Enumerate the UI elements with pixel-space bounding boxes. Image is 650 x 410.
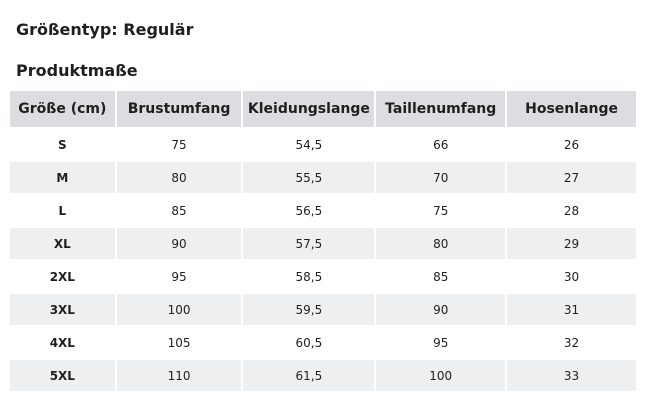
table-row: L 85 56,5 75 28 bbox=[10, 195, 636, 226]
waist-cell: 80 bbox=[376, 228, 506, 259]
chest-cell: 90 bbox=[116, 228, 242, 259]
size-cell: 4XL bbox=[49, 335, 75, 350]
section-title: Produktmaße bbox=[16, 61, 138, 80]
pants-length-cell: 26 bbox=[563, 137, 580, 152]
waist-cell: 90 bbox=[376, 294, 506, 325]
chest-cell: 85 bbox=[171, 203, 187, 218]
table-row: 3XL 100 59,5 90 31 bbox=[10, 294, 636, 325]
garment-length-cell: 58,5 bbox=[295, 269, 323, 284]
waist-cell: 66 bbox=[433, 137, 449, 152]
chest-cell: 110 bbox=[116, 360, 242, 391]
waist-cell: 85 bbox=[433, 269, 449, 284]
header-chest: Brustumfang bbox=[116, 91, 242, 127]
waist-cell: 75 bbox=[433, 203, 449, 218]
waist-cell: 95 bbox=[433, 335, 449, 350]
chest-cell: 105 bbox=[167, 335, 191, 350]
size-cell: 5XL bbox=[10, 360, 115, 391]
table-row: XL 90 57,5 80 29 bbox=[10, 228, 636, 259]
size-table: Größe (cm) Brustumfang Kleidungslange Ta… bbox=[8, 89, 638, 393]
pants-length-cell: 28 bbox=[563, 203, 580, 218]
header-size: Größe (cm) bbox=[10, 91, 115, 127]
header-garment-length: Kleidungslange bbox=[243, 91, 375, 127]
pants-length-cell: 30 bbox=[563, 269, 580, 284]
table-row: 5XL 110 61,5 100 33 bbox=[10, 360, 636, 391]
pants-length-cell: 29 bbox=[507, 228, 636, 259]
pants-length-cell: 27 bbox=[507, 162, 636, 193]
waist-cell: 70 bbox=[376, 162, 506, 193]
table-row: 4XL 105 60,5 95 32 bbox=[10, 327, 636, 358]
chest-cell: 100 bbox=[116, 294, 242, 325]
garment-length-cell: 56,5 bbox=[295, 203, 323, 218]
size-cell: S bbox=[58, 137, 67, 152]
size-cell: 3XL bbox=[10, 294, 115, 325]
garment-length-cell: 55,5 bbox=[243, 162, 375, 193]
table-row: M 80 55,5 70 27 bbox=[10, 162, 636, 193]
garment-length-cell: 60,5 bbox=[295, 335, 323, 350]
chest-cell: 80 bbox=[116, 162, 242, 193]
size-cell: XL bbox=[10, 228, 115, 259]
chest-cell: 95 bbox=[171, 269, 187, 284]
table-header-row: Größe (cm) Brustumfang Kleidungslange Ta… bbox=[10, 91, 636, 127]
garment-length-cell: 61,5 bbox=[243, 360, 375, 391]
pants-length-cell: 33 bbox=[507, 360, 636, 391]
size-cell: L bbox=[58, 203, 67, 218]
size-cell: M bbox=[10, 162, 115, 193]
size-cell: 2XL bbox=[49, 269, 75, 284]
pants-length-cell: 32 bbox=[563, 335, 580, 350]
chest-cell: 75 bbox=[171, 137, 187, 152]
garment-length-cell: 54,5 bbox=[295, 137, 323, 152]
garment-length-cell: 57,5 bbox=[243, 228, 375, 259]
header-pants-length: Hosenlange bbox=[507, 91, 636, 127]
size-type-label: Größentyp: Regulär bbox=[16, 20, 194, 39]
pants-length-cell: 31 bbox=[507, 294, 636, 325]
waist-cell: 100 bbox=[376, 360, 506, 391]
table-row: S 75 54,5 66 26 bbox=[10, 129, 636, 160]
garment-length-cell: 59,5 bbox=[243, 294, 375, 325]
header-waist: Taillenumfang bbox=[376, 91, 506, 127]
table-row: 2XL 95 58,5 85 30 bbox=[10, 261, 636, 292]
